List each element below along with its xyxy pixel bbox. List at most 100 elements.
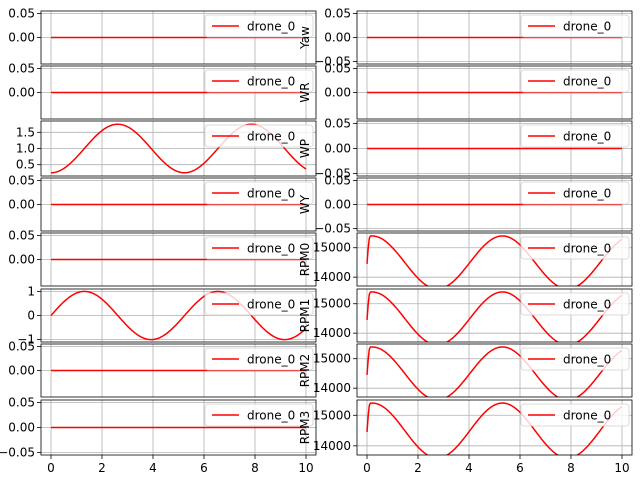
axes-frame xyxy=(356,288,633,343)
y-tick-label: 14000 xyxy=(313,270,351,284)
y-tick-label: 0.05 xyxy=(324,117,351,131)
y-tick-label: −0.05 xyxy=(314,222,351,236)
y-tick-label: 0.00 xyxy=(324,142,351,156)
axes-frame xyxy=(356,120,633,177)
y-tick-label: 0.00 xyxy=(324,31,351,45)
legend-box xyxy=(520,181,630,205)
y-tick-label: 15000 xyxy=(313,408,351,422)
y-tick-label: 0.05 xyxy=(8,228,35,242)
y-tick-label: 1 xyxy=(27,284,35,298)
x-tick-label: 6 xyxy=(200,461,208,475)
subplot-left-7: 0.05 0.00 drone_0 xyxy=(8,339,317,398)
y-tick-label: 0.05 xyxy=(324,173,351,187)
y-tick-label: 1.5 xyxy=(16,125,35,139)
legend-label: drone_0 xyxy=(563,242,611,256)
legend: drone_0 xyxy=(520,347,630,371)
x-tick-label: 10 xyxy=(614,461,629,475)
axes-frame xyxy=(356,399,633,456)
legend-box xyxy=(520,236,630,260)
y-tick-label: −1 xyxy=(17,333,35,347)
y-axis-label: RPM0 xyxy=(298,243,312,277)
legend-box xyxy=(204,69,314,93)
x-tick-label: 8 xyxy=(567,461,575,475)
y-tick-label: 0.00 xyxy=(324,198,351,212)
legend: drone_0 xyxy=(520,292,630,316)
series-line-drone_0 xyxy=(366,291,623,342)
axes-frame xyxy=(40,399,317,456)
legend: drone_0 xyxy=(520,181,630,205)
subplot-right-8: 15000 14000 0 2 4 6 8 10 RPM3 drone_0 xyxy=(298,399,633,475)
y-tick-label: 0.00 xyxy=(8,421,35,435)
y-axis-label: RPM1 xyxy=(298,299,312,333)
legend: drone_0 xyxy=(204,124,314,148)
y-tick-label: −0.05 xyxy=(0,446,35,460)
axes-frame xyxy=(40,343,317,398)
subplot-right-2: 0.05 0.00 WR drone_0 xyxy=(298,61,633,120)
y-tick-label: 0.05 xyxy=(8,61,35,75)
axes-frame xyxy=(40,232,317,287)
y-axis-label: Yaw xyxy=(298,26,312,50)
x-tick-label: 10 xyxy=(298,461,313,475)
legend-box xyxy=(204,292,314,316)
axes-frame xyxy=(356,65,633,120)
legend-box xyxy=(204,347,314,371)
series-line-drone_0 xyxy=(366,346,623,397)
y-axis-label: WY xyxy=(298,194,312,214)
subplot-left-2: 0.05 0.00 drone_0 xyxy=(8,61,317,120)
y-tick-label: 1.0 xyxy=(16,142,35,156)
legend-label: drone_0 xyxy=(563,353,611,367)
legend-box xyxy=(520,14,630,38)
subplot-left-4: 0.05 0.00 drone_0 xyxy=(8,173,317,232)
y-tick-label: −0.05 xyxy=(314,167,351,181)
y-tick-label: 14000 xyxy=(313,326,351,340)
y-tick-label: 0.05 xyxy=(8,6,35,20)
legend-box xyxy=(204,124,314,148)
legend-label: drone_0 xyxy=(247,242,295,256)
y-tick-label: −0.05 xyxy=(314,55,351,69)
axes-frame xyxy=(40,288,317,343)
legend-label: drone_0 xyxy=(247,409,295,423)
y-tick-label: 14000 xyxy=(313,381,351,395)
subplot-left-6: 1 0 −1 drone_0 xyxy=(17,284,317,347)
axes-frame xyxy=(40,65,317,120)
legend: drone_0 xyxy=(204,69,314,93)
subplot-left-3: 1.5 1.0 0.5 drone_0 xyxy=(16,120,317,177)
y-tick-label: 0.00 xyxy=(324,86,351,100)
y-tick-label: 14000 xyxy=(313,439,351,453)
legend-box xyxy=(520,69,630,93)
y-tick-label: 0.05 xyxy=(8,173,35,187)
axes-frame xyxy=(356,10,633,65)
legend: drone_0 xyxy=(204,181,314,205)
y-tick-label: 0.00 xyxy=(8,31,35,45)
y-tick-label: 15000 xyxy=(313,352,351,366)
legend-box xyxy=(520,347,630,371)
legend: drone_0 xyxy=(204,403,314,427)
legend-label: drone_0 xyxy=(563,409,611,423)
series-line-drone_0 xyxy=(50,290,307,341)
x-tick-label: 4 xyxy=(465,461,473,475)
y-axis-label: WP xyxy=(298,139,312,158)
legend-label: drone_0 xyxy=(563,298,611,312)
legend-box xyxy=(520,124,630,148)
y-tick-label: 0.05 xyxy=(8,339,35,353)
y-tick-label: 15000 xyxy=(313,297,351,311)
y-tick-label: 15000 xyxy=(313,241,351,255)
legend-label: drone_0 xyxy=(247,20,295,34)
legend-box xyxy=(204,181,314,205)
legend: drone_0 xyxy=(520,14,630,38)
x-tick-label: 8 xyxy=(251,461,259,475)
legend-label: drone_0 xyxy=(563,20,611,34)
series-line-drone_0 xyxy=(366,402,623,455)
y-tick-label: 0.05 xyxy=(324,6,351,20)
axes-frame xyxy=(40,177,317,232)
legend: drone_0 xyxy=(520,124,630,148)
legend-box xyxy=(520,403,630,427)
legend-label: drone_0 xyxy=(247,187,295,201)
